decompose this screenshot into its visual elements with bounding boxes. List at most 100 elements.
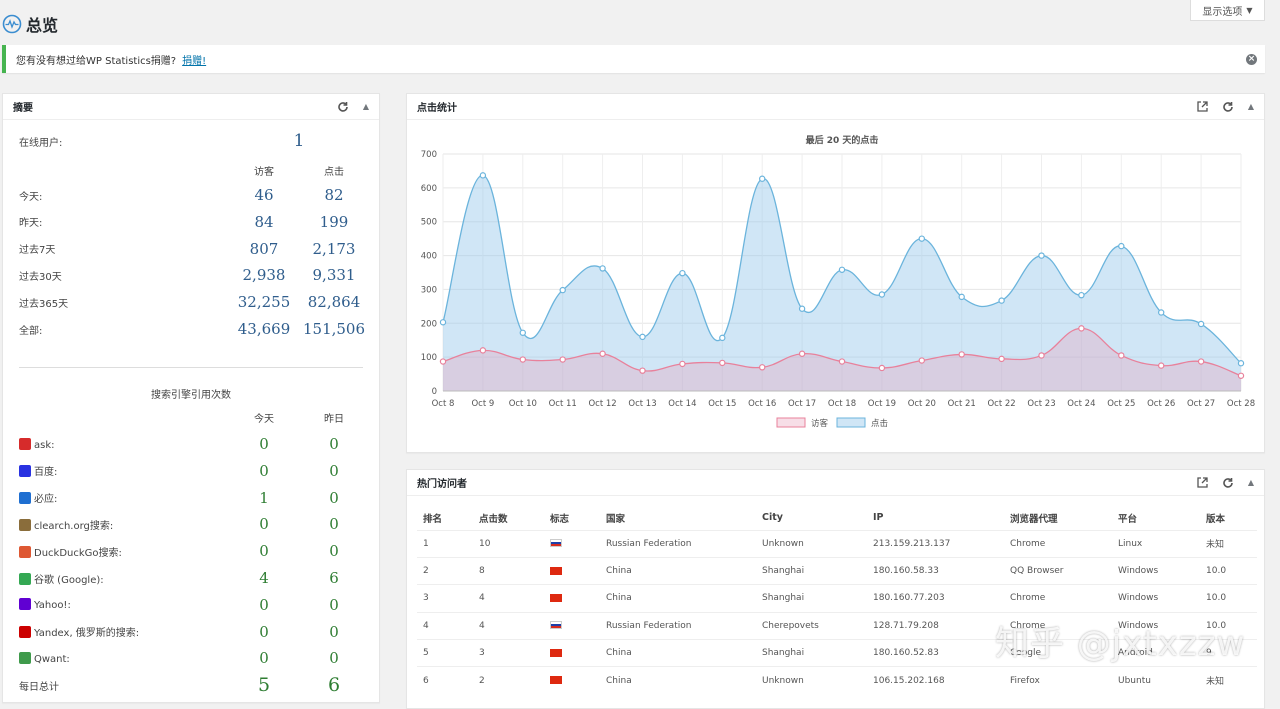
data-point[interactable] — [439, 358, 447, 365]
data-point[interactable] — [559, 286, 566, 294]
data-point[interactable] — [798, 305, 806, 312]
search-today-value[interactable]: 0 — [259, 515, 269, 534]
legend-label[interactable]: 访客 — [811, 418, 829, 429]
data-point[interactable] — [1078, 291, 1085, 299]
daily-total-yesterday[interactable]: 6 — [327, 674, 341, 697]
data-point[interactable] — [918, 357, 926, 364]
search-today-value[interactable]: 0 — [259, 461, 269, 480]
external-link-icon[interactable] — [1197, 477, 1208, 488]
data-point[interactable] — [838, 358, 846, 365]
data-point[interactable] — [1237, 360, 1245, 367]
cell-ip[interactable]: 106.15.202.168 — [867, 666, 1004, 695]
data-point[interactable] — [599, 265, 606, 272]
cell-ip[interactable]: 180.160.77.203 — [867, 584, 1004, 613]
data-point[interactable] — [1118, 242, 1125, 250]
search-yesterday-value[interactable]: 6 — [329, 569, 339, 587]
summary-visitors-value[interactable]: 2,938 — [242, 266, 286, 285]
data-point[interactable] — [878, 364, 886, 372]
search-yesterday-value[interactable]: 0 — [329, 595, 339, 614]
data-point[interactable] — [639, 367, 646, 374]
data-point[interactable] — [759, 364, 766, 371]
summary-hits-value[interactable]: 2,173 — [312, 239, 356, 258]
data-point[interactable] — [998, 355, 1005, 363]
collapse-toggle-icon[interactable]: ▲ — [1247, 478, 1254, 487]
data-point[interactable] — [479, 347, 487, 354]
search-yesterday-value[interactable]: 0 — [329, 622, 339, 641]
data-point[interactable] — [759, 175, 766, 182]
data-point[interactable] — [798, 350, 806, 357]
data-point[interactable] — [998, 297, 1005, 304]
collapse-toggle-icon[interactable]: ▲ — [362, 102, 369, 111]
summary-visitors-value[interactable]: 43,669 — [237, 320, 291, 338]
data-point[interactable] — [439, 319, 447, 326]
external-link-icon[interactable] — [1197, 101, 1208, 112]
data-point[interactable] — [519, 356, 527, 363]
data-point[interactable] — [878, 291, 886, 298]
summary-hits-value[interactable]: 199 — [319, 212, 349, 231]
search-yesterday-value[interactable]: 0 — [329, 542, 339, 561]
cell-ip[interactable]: 128.71.79.208 — [867, 611, 1004, 640]
data-point[interactable] — [1197, 358, 1205, 365]
donate-link[interactable]: 捐赠! — [182, 55, 207, 67]
data-point[interactable] — [918, 235, 926, 242]
dismiss-notice-icon[interactable]: × — [1246, 54, 1257, 65]
data-point[interactable] — [479, 172, 487, 179]
data-point[interactable] — [1237, 372, 1245, 379]
data-point[interactable] — [519, 329, 527, 336]
data-point[interactable] — [838, 266, 846, 273]
summary-visitors-value[interactable]: 32,255 — [237, 293, 291, 312]
data-point[interactable] — [559, 356, 566, 363]
top-visitors-header: 热门访问者 ▲ — [407, 470, 1264, 496]
data-point[interactable] — [639, 333, 646, 341]
search-today-value[interactable]: 0 — [259, 595, 269, 614]
col-hits-header: 点击 — [324, 166, 344, 178]
collapse-toggle-icon[interactable]: ▲ — [1247, 102, 1254, 111]
search-today-value[interactable]: 0 — [259, 649, 269, 668]
data-point[interactable] — [679, 269, 686, 277]
summary-hits-value[interactable]: 82,864 — [307, 293, 361, 312]
summary-hits-value[interactable]: 82 — [324, 186, 344, 204]
data-point[interactable] — [1038, 252, 1045, 259]
data-point[interactable] — [958, 351, 965, 358]
screen-options-button[interactable]: 显示选项 ▼ — [1190, 0, 1265, 21]
search-yesterday-value[interactable]: 0 — [329, 461, 339, 480]
data-point[interactable] — [719, 334, 726, 342]
cell-ip[interactable]: 180.160.58.33 — [867, 556, 1004, 585]
cell-ip[interactable]: 180.160.52.83 — [867, 639, 1004, 667]
refresh-icon[interactable] — [1222, 101, 1234, 113]
data-point[interactable] — [599, 350, 606, 357]
search-today-value[interactable]: 0 — [259, 542, 269, 561]
data-point[interactable] — [958, 293, 965, 301]
data-point[interactable] — [719, 359, 726, 367]
summary-visitors-value[interactable]: 84 — [254, 212, 274, 231]
summary-hits-value[interactable]: 151,506 — [302, 320, 366, 338]
online-users-value[interactable]: 1 — [293, 131, 305, 151]
refresh-icon[interactable] — [1222, 477, 1234, 489]
daily-total-today[interactable]: 5 — [257, 674, 271, 697]
data-point[interactable] — [1158, 362, 1165, 369]
data-point[interactable] — [679, 360, 686, 368]
refresh-icon[interactable] — [337, 101, 349, 113]
search-yesterday-value[interactable]: 0 — [329, 515, 339, 534]
cell-ip[interactable]: 213.159.213.137 — [867, 529, 1004, 558]
legend-label[interactable]: 点击 — [871, 418, 888, 429]
summary-visitors-value[interactable]: 807 — [249, 239, 279, 258]
search-yesterday-value[interactable]: 0 — [329, 488, 339, 507]
summary-hits-value[interactable]: 9,331 — [312, 266, 356, 285]
legend-swatch[interactable] — [836, 417, 866, 428]
flag-cn-icon — [550, 648, 562, 657]
data-point[interactable] — [1078, 325, 1085, 332]
search-yesterday-value[interactable]: 0 — [329, 649, 339, 668]
search-today-value[interactable]: 1 — [259, 488, 269, 507]
search-today-value[interactable]: 0 — [259, 622, 269, 641]
data-point[interactable] — [1158, 309, 1165, 316]
data-point[interactable] — [1197, 320, 1205, 328]
search-today-value[interactable]: 4 — [259, 569, 269, 587]
data-point[interactable] — [1118, 352, 1125, 359]
legend-swatch[interactable] — [776, 417, 806, 428]
search-yesterday-value[interactable]: 0 — [329, 435, 339, 453]
data-point[interactable] — [1038, 352, 1045, 359]
search-today-value[interactable]: 0 — [259, 435, 269, 453]
yahoo-icon — [19, 598, 31, 611]
summary-visitors-value[interactable]: 46 — [254, 186, 274, 204]
